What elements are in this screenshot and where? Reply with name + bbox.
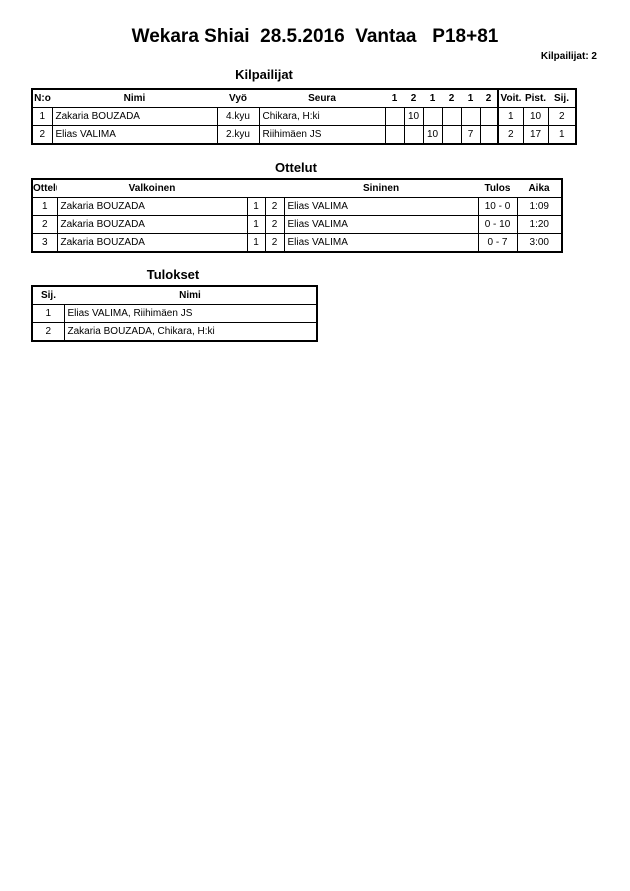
table-cell: 2 [264,197,285,216]
column-header: 2 [410,93,417,104]
table-row: 1 Zakaria BOUZADA 4.kyu Chikara, H:ki 10 1 10 2 [31,107,577,126]
table-cell: 17 [522,125,549,145]
table-cell: 1 [246,197,266,216]
results-title: Tulokset [146,267,200,282]
table-cell: Chikara, H:ki [258,107,386,126]
table-cell: 10 [403,107,424,126]
column-header: 2 [485,93,492,104]
column-header: Nimi [179,290,201,301]
table-cell: Riihimäen JS [258,125,386,145]
table-cell: 3 [31,233,58,253]
table-cell [384,125,405,145]
competitors-table: N:o Nimi Vyö Seura 1 2 1 2 1 2 Voit. Pist. Sij. 1 Zaka… [31,88,577,145]
table-cell: 1:09 [516,197,563,216]
column-header: Pist. [524,93,547,104]
matches-title: Ottelut [275,160,317,175]
table-row: 3 Zakaria BOUZADA 1 2 Elias VALIMA 0 - 7 3:00 [31,233,563,253]
table-row: 1 Elias VALIMA, Riihimäen JS [31,304,318,323]
table-cell: 10 [422,125,443,145]
table-cell: Zakaria BOUZADA [56,215,248,234]
column-header: Sininen [362,183,400,194]
table-cell [441,125,462,145]
column-header: 1 [467,93,474,104]
table-cell: 2 [547,107,577,126]
table-cell: 1:20 [516,215,563,234]
table-cell: 1 [547,125,577,145]
column-header: Tulos [484,183,511,194]
header-row: Ottelu Valkoinen Sininen Tulos Aika [32,179,562,198]
column-header: Ottelu [33,183,57,194]
table-cell: 10 [522,107,549,126]
table-cell: 1 [31,197,58,216]
column-header: N:o [34,93,51,104]
column-header: Seura [308,93,336,104]
table-cell: Zakaria BOUZADA, Chikara, H:ki [63,322,318,342]
table-row: 1 Zakaria BOUZADA 1 2 Elias VALIMA 10 - 0 1:09 [31,197,563,216]
table-cell [441,107,462,126]
column-header: 1 [429,93,436,104]
competitor-count: Kilpailijat: 2 [540,51,597,62]
table-cell: Zakaria BOUZADA [56,233,248,253]
table-row: 2 Elias VALIMA 2.kyu Riihimäen JS 10 7 2 17 1 [31,125,577,145]
column-header: Nimi [123,93,146,104]
table-cell: 2 [497,125,524,145]
table-cell: 1 [31,304,65,323]
results-table: Sij. Nimi 1 Elias VALIMA, Riihimäen JS 2 Zaka… [31,285,318,342]
table-cell: Elias VALIMA [51,125,218,145]
table-cell: Zakaria BOUZADA [51,107,218,126]
table-cell: 2 [31,322,65,342]
table-cell: 7 [460,125,481,145]
table-cell: 2 [264,215,285,234]
column-header: Aika [528,183,550,194]
column-header: 2 [448,93,455,104]
competitors-title: Kilpailijat [235,67,293,82]
table-cell: 0 - 10 [477,215,518,234]
column-header [247,179,265,198]
column-header: Valkoinen [128,183,176,194]
table-cell [479,107,499,126]
table-row: 2 Zakaria BOUZADA 1 2 Elias VALIMA 0 - 10 1:20 [31,215,563,234]
column-header: Sij. [40,290,56,301]
table-cell: 4.kyu [216,107,260,126]
table-cell [460,107,481,126]
table-cell: 1 [31,107,53,126]
table-cell: 3:00 [516,233,563,253]
header-row: Sij. Nimi [32,286,317,305]
table-cell: Elias VALIMA [283,215,479,234]
table-cell: Elias VALIMA [283,233,479,253]
table-cell [403,125,424,145]
column-header: Sij. [553,93,569,104]
page-title: Wekara Shiai 28.5.2016 Vantaa P18+81 [131,26,499,47]
table-cell: Elias VALIMA [283,197,479,216]
matches-table: OtteluValkoinenSininenTulosAika1Zakaria … [31,178,563,253]
table-cell: 2 [264,233,285,253]
table-cell: 1 [246,233,266,253]
table-cell: 10 - 0 [477,197,518,216]
table-cell: 1 [497,107,524,126]
column-header: Voit. [497,89,523,108]
table-cell [422,107,443,126]
table-cell: 2 [31,215,58,234]
column-header: 1 [391,93,398,104]
table-cell: 0 - 7 [477,233,518,253]
table-cell: Elias VALIMA, Riihimäen JS [63,304,318,323]
table-cell [384,107,405,126]
table-cell: 2 [31,125,53,145]
table-cell: 1 [246,215,266,234]
column-header: Vyö [229,93,247,104]
column-header [265,179,284,198]
header-row: N:o Nimi Vyö Seura 1 2 1 2 1 2 Voit. Pist. Sij. [32,89,576,108]
table-row: 2 Zakaria BOUZADA, Chikara, H:ki [31,322,318,342]
table-cell [479,125,499,145]
table-cell: Zakaria BOUZADA [56,197,248,216]
table-cell: 2.kyu [216,125,260,145]
